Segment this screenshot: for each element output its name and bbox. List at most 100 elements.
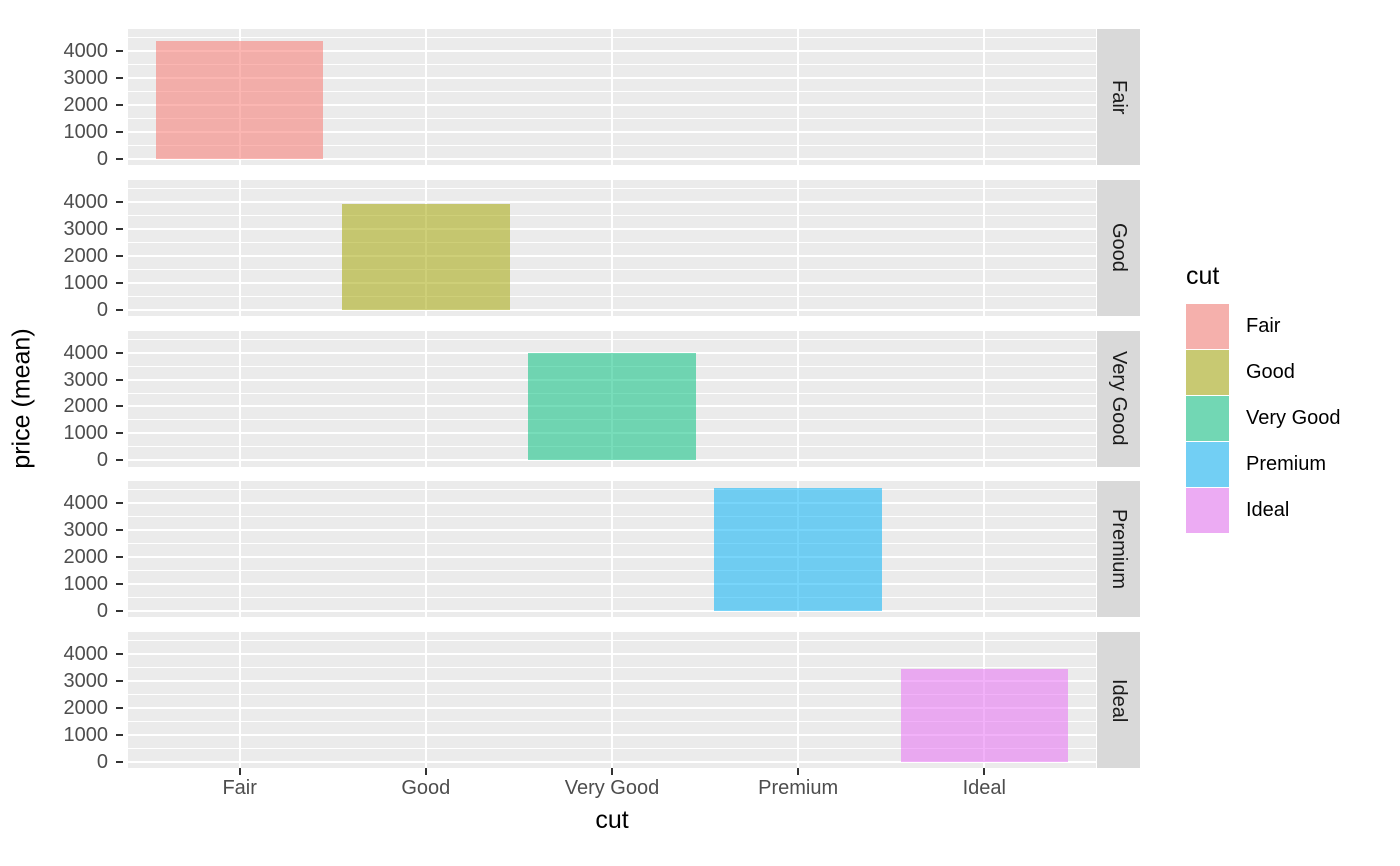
- y-tick-label: 4000: [63, 492, 109, 515]
- y-tick-mark: [116, 432, 123, 435]
- y-tick-label: 1000: [63, 724, 109, 747]
- gridline-vertical-major: [424, 481, 427, 618]
- gridline-vertical-major: [797, 179, 800, 316]
- y-tick-label: 4000: [63, 341, 109, 364]
- y-tick-label: 4000: [63, 190, 109, 213]
- legend-swatch-ideal: [1186, 488, 1229, 533]
- y-tick-label: 1000: [63, 120, 109, 143]
- y-tick-label: 2000: [63, 395, 109, 418]
- y-tick-mark: [116, 254, 123, 257]
- y-tick-mark: [116, 281, 123, 284]
- facet-strip-good: Good: [1097, 179, 1140, 316]
- gridline-vertical-major: [611, 632, 613, 769]
- y-tick-label: 2000: [63, 546, 109, 569]
- y-tick-mark: [116, 707, 123, 710]
- y-tick-label: 0: [96, 147, 108, 170]
- y-tick-label: 3000: [63, 519, 109, 542]
- y-tick-label: 3000: [63, 217, 109, 240]
- y-tick-label: 1000: [63, 422, 109, 445]
- x-tick-mark: [983, 768, 986, 776]
- y-tick-mark: [116, 76, 123, 79]
- y-tick-mark: [116, 761, 123, 764]
- legend-swatch-fair: [1186, 304, 1229, 349]
- y-tick-mark: [116, 378, 123, 381]
- y-tick-mark: [116, 308, 123, 311]
- legend-label: Fair: [1246, 315, 1281, 337]
- facet-strip-ideal: Ideal: [1097, 632, 1140, 769]
- legend-keys: Fair Good Very Good Premium Ideal: [1186, 304, 1341, 533]
- x-tick-label: Premium: [758, 777, 839, 799]
- gridline-vertical-major: [611, 179, 613, 316]
- x-tick-label: Very Good: [564, 777, 660, 799]
- y-tick-label: 1000: [63, 271, 109, 294]
- y-tick-label: 2000: [63, 93, 109, 116]
- y-tick-mark: [116, 103, 123, 106]
- gridline-vertical-major: [797, 29, 800, 165]
- x-tick-mark: [424, 768, 427, 776]
- bar-good: [342, 203, 510, 310]
- y-tick-mark: [116, 583, 123, 586]
- gridline-vertical-major: [797, 330, 800, 467]
- x-tick-mark: [611, 768, 613, 776]
- gridline-vertical-major: [983, 29, 986, 165]
- y-tick-mark: [116, 610, 123, 613]
- legend-label: Premium: [1246, 453, 1327, 475]
- facet-strip-label: Good: [1108, 223, 1130, 273]
- y-tick-mark: [116, 734, 123, 737]
- legend-swatch-fill: [1186, 396, 1229, 441]
- legend-title: cut: [1186, 262, 1220, 290]
- y-tick-mark: [116, 653, 123, 656]
- legend-swatch-fill: [1186, 350, 1229, 395]
- y-tick-label: 1000: [63, 573, 109, 596]
- legend-entry-good: Good: [1186, 350, 1341, 395]
- gridline-vertical-major: [424, 632, 427, 769]
- x-tick-mark: [238, 768, 241, 776]
- gridline-vertical-major: [238, 179, 241, 316]
- legend-swatch-fill: [1186, 442, 1229, 487]
- gridline-vertical-major: [611, 29, 613, 165]
- facet-strip-fair: Fair: [1097, 29, 1140, 165]
- y-tick-label: 4000: [63, 39, 109, 62]
- y-tick-mark: [116, 351, 123, 354]
- y-tick-label: 0: [96, 298, 108, 321]
- y-tick-mark: [116, 157, 123, 160]
- gridline-vertical-major: [797, 632, 800, 769]
- y-tick-mark: [116, 680, 123, 683]
- y-tick-label: 3000: [63, 66, 109, 89]
- legend-label: Ideal: [1246, 499, 1290, 521]
- y-tick-mark: [116, 130, 123, 133]
- legend-swatch-premium: [1186, 442, 1229, 487]
- y-tick-label: 2000: [63, 697, 109, 720]
- bar-premium: [714, 487, 882, 612]
- x-axis-title: cut: [595, 806, 629, 834]
- gridline-vertical-major: [983, 330, 986, 467]
- legend-entry-fair: Fair: [1186, 304, 1341, 349]
- y-tick-mark: [116, 529, 123, 532]
- legend-swatch-fill: [1186, 304, 1229, 349]
- gridline-vertical-major: [983, 481, 986, 618]
- y-tick-mark: [116, 227, 123, 230]
- gridline-vertical-major: [983, 179, 986, 316]
- facet-strip-label: Ideal: [1108, 678, 1130, 722]
- facet-strip-premium: Premium: [1097, 481, 1140, 618]
- gridline-vertical-major: [238, 481, 241, 618]
- facet-strip-very-good: Very Good: [1097, 330, 1140, 467]
- y-tick-mark: [116, 556, 123, 559]
- y-tick-label: 3000: [63, 368, 109, 391]
- gridline-vertical-major: [424, 330, 427, 467]
- bar-ideal: [900, 668, 1069, 763]
- legend-swatch-very-good: [1186, 396, 1229, 441]
- y-tick-label: 0: [96, 600, 108, 623]
- y-tick-mark: [116, 502, 123, 505]
- y-tick-label: 0: [96, 449, 108, 472]
- x-tick-label: Ideal: [962, 777, 1006, 799]
- legend-label: Very Good: [1246, 407, 1341, 429]
- bar-fair: [155, 41, 324, 159]
- legend-entry-very-good: Very Good: [1186, 396, 1341, 441]
- y-tick-mark: [116, 200, 123, 203]
- y-tick-label: 2000: [63, 244, 109, 267]
- facet-strip-label: Premium: [1108, 509, 1130, 590]
- y-tick-label: 0: [96, 751, 108, 774]
- x-tick-label: Fair: [222, 777, 257, 799]
